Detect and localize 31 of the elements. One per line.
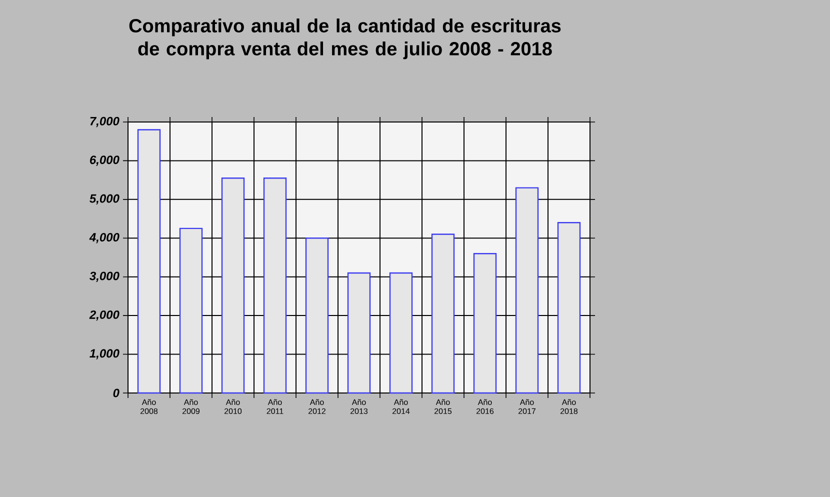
bar (263, 178, 287, 394)
x-tick-label: Año 2018 (560, 399, 578, 414)
y-tick-label: 3,000 (90, 272, 120, 282)
x-tick-label: Año 2010 (224, 399, 242, 414)
chart-title: Comparativo anual de la cantidad de escrituras de compra venta del mes de julio 2008 - 2018 (129, 18, 561, 60)
bar (179, 228, 203, 394)
x-tick-label: Año 2008 (140, 399, 158, 414)
y-tick-label: 2,000 (89, 310, 120, 321)
x-tick-label: Año 2016 (476, 399, 494, 414)
bar (515, 187, 539, 394)
y-tick-label: 1,000 (90, 349, 120, 360)
bar (347, 272, 371, 394)
x-tick-label: Año 2014 (392, 399, 410, 414)
y-tick-label: 7,000 (90, 116, 120, 128)
x-tick-label: Año 2012 (308, 399, 326, 414)
y-tick-label: 4,000 (89, 233, 120, 244)
bar (431, 234, 455, 394)
x-tick-label: Año 2009 (182, 399, 200, 414)
bar (557, 222, 581, 394)
x-tick-label: Año 2011 (266, 399, 284, 414)
x-tick-label: Año 2015 (434, 399, 452, 414)
bar (389, 272, 413, 394)
x-tick-label: Año 2013 (350, 399, 368, 414)
bar (221, 178, 245, 394)
bar (137, 129, 161, 394)
x-tick-label: Año 2017 (518, 399, 536, 414)
y-tick-label: 5,000 (90, 194, 120, 205)
y-tick-label: 0 (113, 388, 120, 398)
bar (473, 253, 497, 394)
y-tick-label: 6,000 (90, 156, 120, 166)
bar (305, 238, 329, 394)
